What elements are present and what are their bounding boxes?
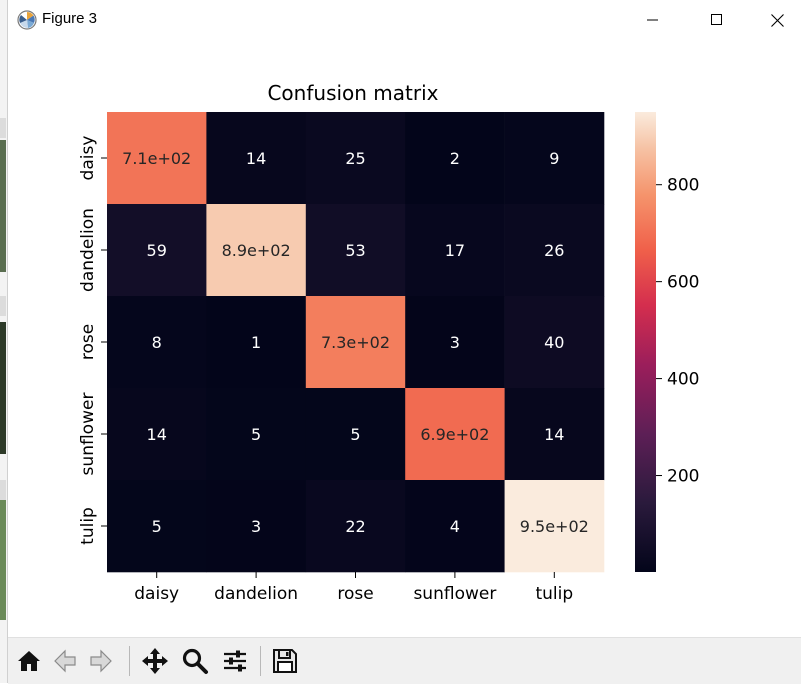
- colorbar-tick-label: 600: [667, 273, 699, 293]
- confusion-matrix-chart: Confusion matrix 7.1e+02 14 25 2 959 8.9e+02 5…: [78, 81, 699, 604]
- cell-annotation: 14: [544, 425, 564, 444]
- x-tick-label: daisy: [134, 584, 179, 604]
- heatmap-cell: [107, 480, 207, 573]
- toolbar-separator: [260, 646, 261, 676]
- heatmap-cell: [504, 204, 605, 297]
- cell-annotation: 26: [544, 241, 564, 260]
- cell-annotation: 9.5e+02: [520, 517, 589, 536]
- minimize-icon: [647, 19, 658, 21]
- heatmap-cell: [206, 480, 307, 573]
- figure-canvas: Confusion matrix 7.1e+02 14 25 2 9 59 8.9e+02 5…: [8, 40, 801, 637]
- heatmap-cell: [107, 296, 207, 389]
- heatmap-cell: [206, 204, 307, 297]
- cell-annotation: 1: [251, 333, 261, 352]
- pan-button[interactable]: [138, 644, 172, 678]
- save-button[interactable]: [268, 644, 302, 678]
- arrow-right-icon: [90, 649, 112, 673]
- y-tick-label: sunflower: [78, 393, 98, 476]
- heatmap-cell: [504, 480, 605, 573]
- configure-subplots-button[interactable]: [218, 644, 252, 678]
- heatmap-cell: [107, 388, 207, 481]
- maximize-icon: [711, 14, 722, 25]
- heatmap-cell: [405, 296, 505, 389]
- move-icon: [142, 648, 168, 674]
- cell-annotation: 2: [450, 149, 460, 168]
- arrow-left-icon: [54, 649, 76, 673]
- heatmap-cell: [206, 296, 307, 389]
- y-tick-label: rose: [78, 324, 98, 360]
- heatmap-cell: [107, 204, 207, 297]
- y-tick-label: dandelion: [78, 208, 98, 292]
- close-icon: [770, 13, 784, 27]
- heatmap-cell: [405, 480, 505, 573]
- heatmap-cell: [504, 296, 605, 389]
- x-tick-label: rose: [337, 584, 373, 604]
- figure-window: Figure 3: [7, 0, 801, 684]
- zoom-button[interactable]: [178, 644, 212, 678]
- y-tick-label: daisy: [78, 136, 98, 181]
- heatmap-cell: [305, 204, 406, 297]
- y-tick-label: tulip: [78, 507, 98, 545]
- cell-annotation: 53: [345, 241, 365, 260]
- cell-annotation: 17: [445, 241, 465, 260]
- cell-annotation: 5: [350, 425, 360, 444]
- chart-title: Confusion matrix: [267, 81, 438, 105]
- matplotlib-logo-icon: [16, 9, 38, 31]
- heatmap-cell: [305, 112, 406, 205]
- cell-annotation: 9: [549, 149, 559, 168]
- heatmap-cell: [206, 388, 307, 481]
- minimize-button[interactable]: [624, 0, 682, 40]
- cell-annotation: 5: [251, 425, 261, 444]
- heatmap-cell: [405, 204, 505, 297]
- cell-annotation: 8.9e+02: [222, 241, 291, 260]
- maximize-button[interactable]: [688, 0, 746, 40]
- home-button[interactable]: [12, 644, 46, 678]
- magnifier-icon: [182, 648, 208, 674]
- heatmap-cell: [405, 388, 505, 481]
- cell-annotation: 14: [147, 425, 167, 444]
- floppy-disk-icon: [273, 649, 297, 673]
- close-button[interactable]: [748, 0, 801, 40]
- toolbar-separator: [129, 646, 130, 676]
- cell-annotation: 3: [450, 333, 460, 352]
- background-window-edge: [0, 0, 7, 683]
- cell-annotation: 40: [544, 333, 564, 352]
- title-bar: Figure 3: [8, 0, 801, 40]
- sliders-icon: [224, 650, 246, 672]
- cell-annotation: 5: [152, 517, 162, 536]
- heatmap-cell: [107, 112, 207, 205]
- heatmap-cell: [305, 388, 406, 481]
- cell-annotation: 7.3e+02: [321, 333, 390, 352]
- x-tick-label: tulip: [535, 584, 573, 604]
- cell-annotation: 7.1e+02: [122, 149, 191, 168]
- cell-annotation: 8: [152, 333, 162, 352]
- cell-annotation: 3: [251, 517, 261, 536]
- home-icon: [18, 651, 40, 671]
- heatmap-cell: [206, 112, 307, 205]
- heatmap-cell: [305, 296, 406, 389]
- cell-annotation: 4: [450, 517, 460, 536]
- heatmap-cell: [504, 388, 605, 481]
- x-tick-label: sunflower: [413, 584, 496, 604]
- colorbar-tick-label: 200: [667, 467, 699, 487]
- cell-annotation: 25: [345, 149, 365, 168]
- cell-annotation: 14: [246, 149, 266, 168]
- colorbar-tick-label: 400: [667, 370, 699, 390]
- cell-annotation: 6.9e+02: [420, 425, 489, 444]
- forward-button[interactable]: [84, 644, 118, 678]
- colorbar: [635, 112, 656, 572]
- cell-annotation: 59: [147, 241, 167, 260]
- colorbar-tick-label: 800: [667, 176, 699, 196]
- back-button[interactable]: [48, 644, 82, 678]
- heatmap-cell: [405, 112, 505, 205]
- cell-annotation: 22: [345, 517, 365, 536]
- heatmap-cell: [504, 112, 605, 205]
- window-title: Figure 3: [42, 10, 98, 27]
- x-tick-label: dandelion: [214, 584, 298, 604]
- navigation-toolbar: [8, 637, 801, 684]
- heatmap-cell: [305, 480, 406, 573]
